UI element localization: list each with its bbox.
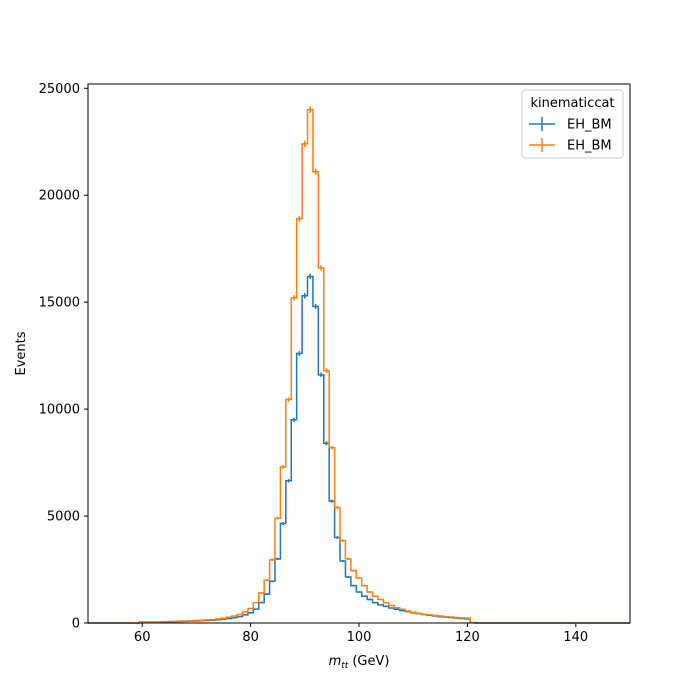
legend-label: EH_BM	[567, 139, 612, 154]
y-tick-label: 5000	[47, 510, 80, 525]
x-axis-label: mtt (GeV)	[329, 654, 390, 671]
legend-box	[521, 89, 624, 159]
plot-area-frame	[87, 83, 631, 624]
series-step-line	[88, 108, 630, 624]
y-tick-label: 20000	[39, 189, 80, 204]
y-tick-label: 25000	[39, 82, 80, 97]
series-1	[88, 273, 630, 624]
axis-ticks: 60 80 100 120 140 0 5000 10000 15000 20000 25000	[39, 82, 589, 645]
x-axis-label-unit: (GeV)	[352, 654, 389, 669]
series-layer	[88, 106, 630, 624]
x-tick-label: 80	[242, 630, 259, 645]
series-2	[88, 106, 630, 624]
x-tick-label: 60	[134, 630, 151, 645]
series-step-line	[88, 275, 630, 624]
legend: kinematiccat EH_BM EH_BM	[521, 89, 624, 159]
legend-label: EH_BM	[567, 118, 612, 133]
y-tick-label: 0	[72, 617, 80, 632]
x-axis-label-subscript: tt	[341, 661, 349, 671]
x-tick-label: 120	[455, 630, 480, 645]
legend-entry: EH_BM	[529, 117, 612, 133]
y-tick-label: 15000	[39, 296, 80, 311]
legend-title: kinematiccat	[530, 96, 614, 111]
x-axis-label-var: m	[329, 654, 342, 669]
x-tick-label: 100	[347, 630, 372, 645]
x-tick-label: 140	[563, 630, 588, 645]
legend-entry: EH_BM	[529, 138, 612, 154]
y-axis-label: Events	[14, 331, 29, 375]
y-tick-label: 10000	[39, 403, 80, 418]
